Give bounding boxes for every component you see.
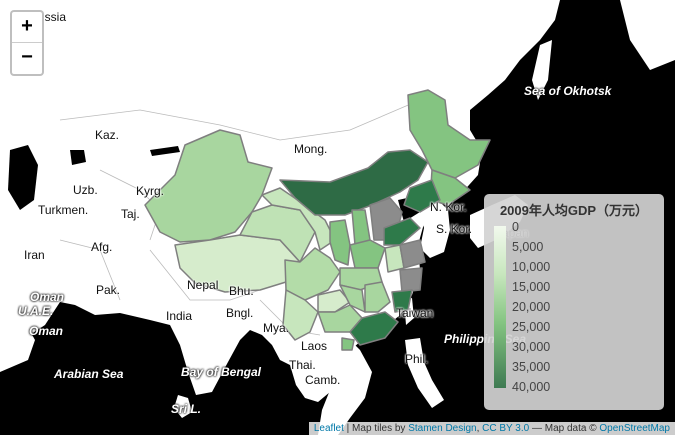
province-gansu — [261, 187, 336, 251]
label-nepal: Nepal — [187, 278, 219, 292]
land-indochina — [318, 330, 372, 435]
label-kaz: Kaz. — [95, 128, 120, 142]
label-india: India — [166, 309, 193, 323]
label-laos: Laos — [301, 339, 328, 353]
province-heilongjiang — [407, 89, 491, 179]
legend-tick: 30,000 — [512, 340, 551, 354]
zoom-out-button[interactable]: − — [21, 46, 33, 68]
legend: 2009年人均GDP（万元） 0 5,000 10,000 15,000 20,… — [484, 194, 664, 410]
label-camb: Camb. — [305, 373, 341, 387]
province-xinjiang — [144, 129, 273, 243]
label-taiwan: Taiwan — [396, 306, 434, 320]
legend-tick: 10,000 — [512, 260, 551, 274]
leaflet-link[interactable]: Leaflet — [313, 423, 344, 434]
cc-link[interactable]: CC BY 3.0 — [482, 423, 530, 434]
label-sea-of-okhotsk: Sea of Okhotsk — [524, 84, 612, 98]
attribution-text: , — [476, 423, 483, 434]
legend-title: 2009年人均GDP（万元） — [499, 203, 649, 218]
legend-tick: 25,000 — [512, 320, 551, 334]
label-oman-1: Oman — [30, 290, 65, 304]
land-srilanka — [174, 395, 192, 418]
legend-color-bar — [494, 226, 506, 388]
label-mya: Mya. — [263, 321, 290, 335]
label-afg: Afg. — [91, 240, 113, 254]
land-arabia — [0, 318, 35, 372]
label-iran: Iran — [24, 248, 45, 262]
province-inner-mongolia — [279, 149, 429, 216]
label-oman-2: Oman — [29, 324, 64, 338]
label-phil: Phil. — [405, 352, 429, 366]
province-fujian — [391, 289, 413, 313]
province-jiangxi — [364, 281, 391, 313]
stamen-link[interactable]: Stamen Design — [408, 423, 477, 434]
balkhash-lake — [150, 146, 180, 156]
aral-sea — [70, 150, 86, 165]
legend-tick: 0 — [512, 220, 519, 234]
label-bay-of-bengal: Bay of Bengal — [181, 365, 262, 379]
label-srl: Sri L. — [171, 402, 202, 416]
label-uzb: Uzb. — [73, 183, 98, 197]
legend-tick: 15,000 — [512, 280, 551, 294]
legend-tick: 5,000 — [512, 240, 544, 254]
zoom-in-button[interactable]: + — [12, 12, 42, 43]
china-provinces[interactable] — [144, 89, 491, 351]
label-turkmen: Turkmen. — [38, 203, 89, 217]
province-guizhou — [317, 289, 351, 313]
land-sakhalin — [532, 40, 552, 100]
label-taj: Taj. — [121, 207, 140, 221]
province-liaoning — [403, 179, 441, 213]
label-skor: S. Kor. — [436, 222, 473, 236]
province-guangdong — [349, 311, 399, 346]
label-russia: ussia — [38, 10, 67, 24]
label-thai: Thai. — [289, 358, 316, 372]
attribution: Leaflet | Map tiles by Stamen Design, CC… — [308, 422, 675, 435]
province-shandong — [383, 217, 421, 246]
province-zhejiang — [399, 267, 423, 293]
zoom-control: + − — [10, 10, 44, 76]
label-arabian-sea: Arabian Sea — [54, 367, 124, 381]
attribution-text: — Map data © — [529, 423, 600, 434]
province-jiangsu — [399, 239, 426, 269]
label-pak: Pak. — [96, 283, 121, 297]
province-hainan — [341, 337, 355, 351]
legend-tick: 40,000 — [512, 380, 551, 394]
land-philippines — [405, 338, 444, 408]
province-shaanxi — [329, 219, 351, 266]
label-kyrg: Kyrg. — [136, 184, 165, 198]
land-korea — [418, 198, 450, 258]
label-nkor: N. Kor. — [430, 200, 467, 214]
label-bhu: Bhu. — [229, 284, 254, 298]
attribution-text: | Map tiles by — [343, 423, 409, 434]
province-henan — [349, 239, 386, 269]
legend-tick: 35,000 — [512, 360, 551, 374]
province-yunnan — [282, 289, 319, 341]
label-bngl: Bngl. — [226, 306, 254, 320]
osm-link[interactable]: OpenStreetMap — [599, 423, 670, 434]
land-kamchatka — [620, 0, 675, 70]
label-uae: U.A.E. — [18, 304, 54, 318]
label-mong: Mong. — [294, 142, 328, 156]
caspian-sea — [8, 145, 38, 210]
legend-tick: 20,000 — [512, 300, 551, 314]
